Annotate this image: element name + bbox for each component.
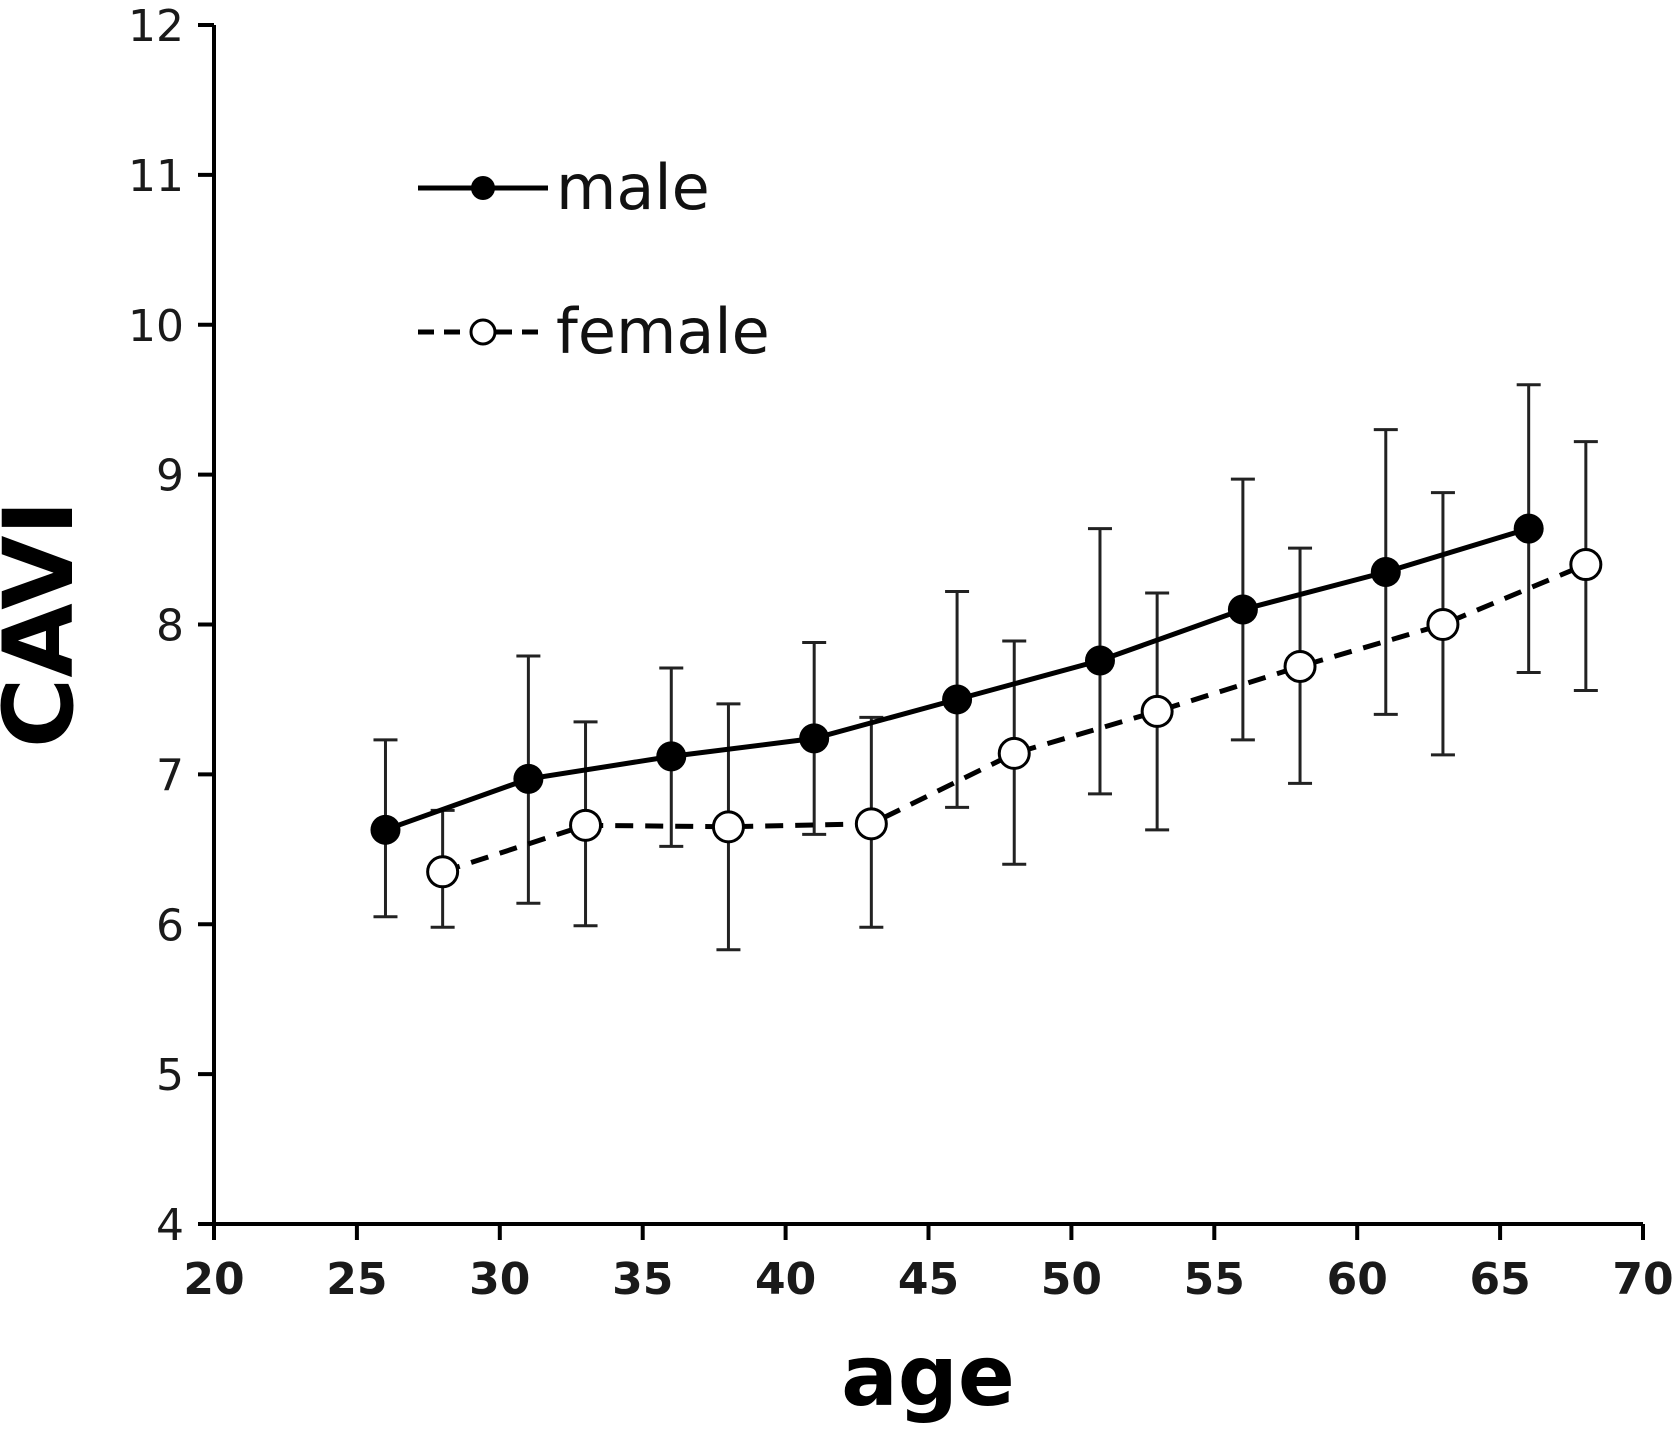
female-data-point [1426,608,1460,641]
female-series-line [441,562,1587,875]
female-data-point [1283,649,1317,683]
male-data-point [1084,645,1115,676]
y-tick-label: 11 [128,151,184,202]
x-tick-label: 70 [1612,1254,1673,1305]
x-axis-title: age [841,1327,1015,1425]
female-data-point [711,810,745,844]
y-tick-label: 12 [128,1,184,52]
male-data-point [799,723,830,754]
y-tick-label: 4 [156,1200,184,1251]
male-data-point [1513,513,1544,544]
x-tick-label: 60 [1327,1254,1388,1305]
y-axis-title: CAVI [0,500,95,748]
series-lines [384,526,1587,875]
male-data-point [656,741,687,772]
y-tick-label: 10 [128,301,184,352]
legend: male female [418,151,770,368]
male-data-point [1227,594,1258,625]
x-tick-label: 45 [898,1254,959,1305]
x-tick-label: 55 [1184,1254,1245,1305]
x-tick-label: 25 [326,1254,387,1305]
female-data-point [1569,548,1603,582]
male-data-point [942,684,973,715]
x-ticks: 20 25 30 35 40 45 50 55 60 65 70 [183,1224,1673,1305]
male-data-point [370,814,401,845]
legend-female-marker [469,318,497,346]
x-tick-label: 50 [1041,1254,1102,1305]
y-tick-label: 6 [156,900,184,951]
data-points [370,513,1603,889]
female-data-point [426,855,460,889]
x-tick-label: 65 [1469,1254,1530,1305]
y-tick-label: 7 [156,750,184,801]
x-tick-label: 40 [755,1254,816,1305]
legend-male-label: male [556,151,710,224]
female-data-point [1140,694,1174,728]
error-bars [373,383,1598,952]
y-tick-label: 5 [156,1050,184,1101]
x-tick-label: 20 [183,1254,244,1305]
female-data-point [854,807,888,841]
male-data-point [513,763,544,794]
male-data-point [1370,557,1401,588]
x-tick-label: 30 [469,1254,530,1305]
y-tick-label: 8 [156,601,184,652]
female-data-point [569,808,603,842]
y-tick-label: 9 [156,451,184,502]
y-ticks: 4 5 6 7 8 9 10 11 12 [128,1,214,1251]
legend-female-label: female [556,295,770,368]
female-data-point [997,736,1031,770]
legend-male-marker [471,176,495,200]
x-tick-label: 35 [612,1254,673,1305]
